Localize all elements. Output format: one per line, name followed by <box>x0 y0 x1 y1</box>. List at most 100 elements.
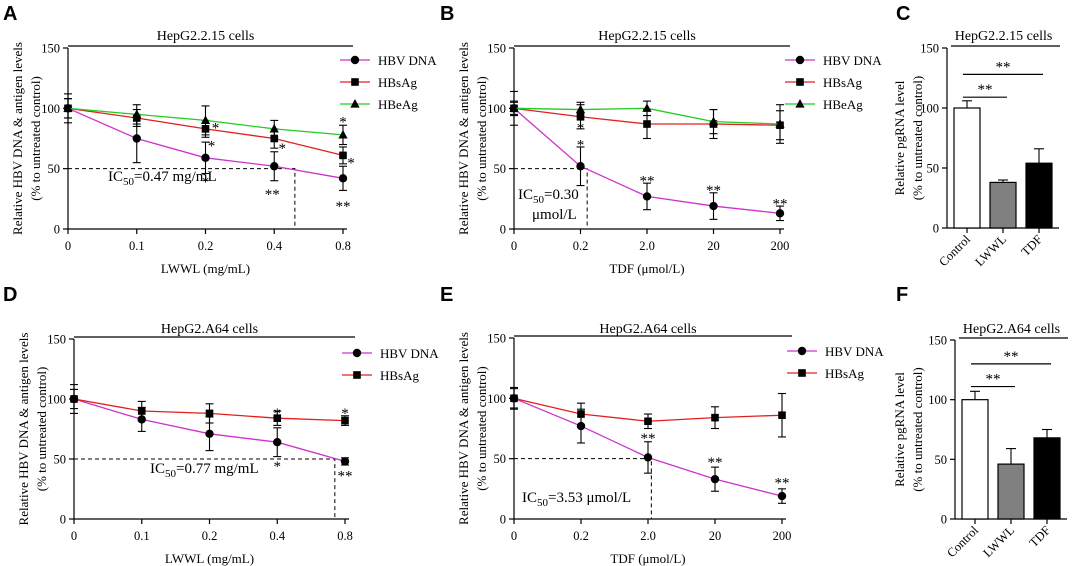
y-axis-label: (% to untreated control) <box>474 76 489 201</box>
legend-entry: HBV DNA <box>785 53 882 68</box>
data-point <box>132 109 142 118</box>
legend-label: HBeAg <box>378 97 418 112</box>
y-tick-label: 150 <box>487 332 506 346</box>
data-point <box>270 134 279 143</box>
significance-mark: * <box>212 120 220 136</box>
data-point <box>340 457 350 466</box>
data-point <box>577 410 585 418</box>
bar <box>997 463 1025 520</box>
y-tick-label: 0 <box>60 513 66 527</box>
y-tick-label: 150 <box>47 333 66 347</box>
legend-marker <box>350 99 360 108</box>
legend-label: HBsAg <box>823 75 863 90</box>
panel-d: D 0 50 100 150 Relative HBV DNA & antigen lev… <box>3 284 439 566</box>
panel-letter: B <box>440 3 454 25</box>
ic50-value: =3.53 μmol/L <box>548 490 631 506</box>
significance-mark: ** <box>706 183 721 199</box>
significance-mark: * <box>208 139 216 155</box>
data-point <box>642 103 652 112</box>
ic50-prefix: IC <box>518 187 533 203</box>
y-tick-label: 100 <box>920 102 939 116</box>
series-hbsag <box>510 388 786 438</box>
data-point <box>643 120 651 128</box>
data-point <box>341 416 349 425</box>
y-tick-label: 150 <box>920 42 939 56</box>
x-tick-label: 0.4 <box>266 239 282 253</box>
data-point <box>778 411 786 420</box>
x-tick-label: 0.1 <box>134 529 150 543</box>
data-point <box>576 162 585 171</box>
data-point <box>509 103 519 112</box>
data-point <box>644 417 652 426</box>
x-tick-label: 0.8 <box>337 529 353 543</box>
ic50-value: =0.77 mg/mL <box>176 461 259 477</box>
x-axis-label: LWWL (mg/mL) <box>161 261 250 276</box>
significance-mark: * <box>274 459 282 475</box>
significance-mark: ** <box>1004 349 1019 365</box>
x-axis-label: TDF (μmol/L) <box>610 551 685 566</box>
data-point <box>708 116 719 126</box>
y-axis-label: Relative HBV DNA & antigen levels <box>10 42 25 235</box>
y-tick-label: 100 <box>47 393 66 407</box>
bar <box>953 107 981 229</box>
data-point <box>711 413 719 422</box>
data-point <box>132 134 141 143</box>
legend-marker <box>795 55 805 65</box>
legend-entry: HBeAg <box>785 97 863 112</box>
y-tick-label: 0 <box>500 513 506 527</box>
significance-mark: * <box>274 406 282 422</box>
legend-label: HBV DNA <box>823 53 882 68</box>
series-hbeag <box>509 100 785 144</box>
y-tick-label: 0 <box>500 223 506 237</box>
significance-mark: ** <box>996 59 1011 75</box>
panel-letter: F <box>896 284 908 306</box>
y-axis-label: (% to untreated control) <box>28 76 43 201</box>
ic50-subscript: 50 <box>165 468 177 480</box>
ic50-unit: μmol/L <box>532 207 577 223</box>
ic50-label: IC50=3.53 μmol/L <box>522 490 631 509</box>
data-point <box>575 104 586 114</box>
y-tick-label: 50 <box>935 453 948 467</box>
x-tick-label: 0 <box>71 529 77 543</box>
x-tick-label: TDF <box>1027 523 1054 550</box>
legend-label: HBV DNA <box>380 346 439 361</box>
significance-mark: ** <box>640 174 655 190</box>
data-point <box>63 103 73 112</box>
data-point <box>269 123 279 133</box>
legend-label: HBsAg <box>825 366 865 381</box>
x-tick-label: 2.0 <box>640 529 656 543</box>
legend-marker <box>352 348 362 358</box>
legend-label: HBsAg <box>380 368 420 383</box>
ic50-value: =0.47 mg/mL <box>134 169 217 185</box>
ic50-subscript: 50 <box>533 194 545 206</box>
chart-title: HepG2.A64 cells <box>599 322 696 337</box>
bar <box>989 181 1017 229</box>
data-point <box>510 394 518 403</box>
legend-label: HBV DNA <box>378 53 437 68</box>
y-axis-label: Relative pgRNA level <box>892 80 907 195</box>
panel-c: C 0 50 100 150 Relative pgRNA level (% to untr… <box>892 3 1060 269</box>
legend-entry: HBsAg <box>340 75 418 90</box>
legend-marker <box>796 78 804 86</box>
legend-entry: HBsAg <box>342 368 420 383</box>
x-tick-label: 0.2 <box>573 529 589 543</box>
data-point <box>273 414 282 422</box>
significance-mark: * <box>347 155 355 171</box>
data-point <box>777 491 787 501</box>
x-tick-label: 2.0 <box>639 239 655 253</box>
x-tick-label: Control <box>944 523 981 560</box>
y-tick-label: 100 <box>487 392 506 406</box>
data-point <box>339 151 347 160</box>
y-tick-label: 50 <box>494 452 507 466</box>
x-tick-label: 0.1 <box>129 239 145 253</box>
data-point <box>137 407 146 415</box>
ic50-value: =0.30 <box>544 187 579 203</box>
data-point <box>338 174 348 183</box>
data-point <box>338 129 348 139</box>
panel-letter: D <box>3 284 17 306</box>
data-point <box>643 453 653 462</box>
x-tick-label: 0.4 <box>269 529 285 543</box>
y-tick-label: 50 <box>494 162 507 176</box>
y-tick-label: 50 <box>54 453 67 467</box>
